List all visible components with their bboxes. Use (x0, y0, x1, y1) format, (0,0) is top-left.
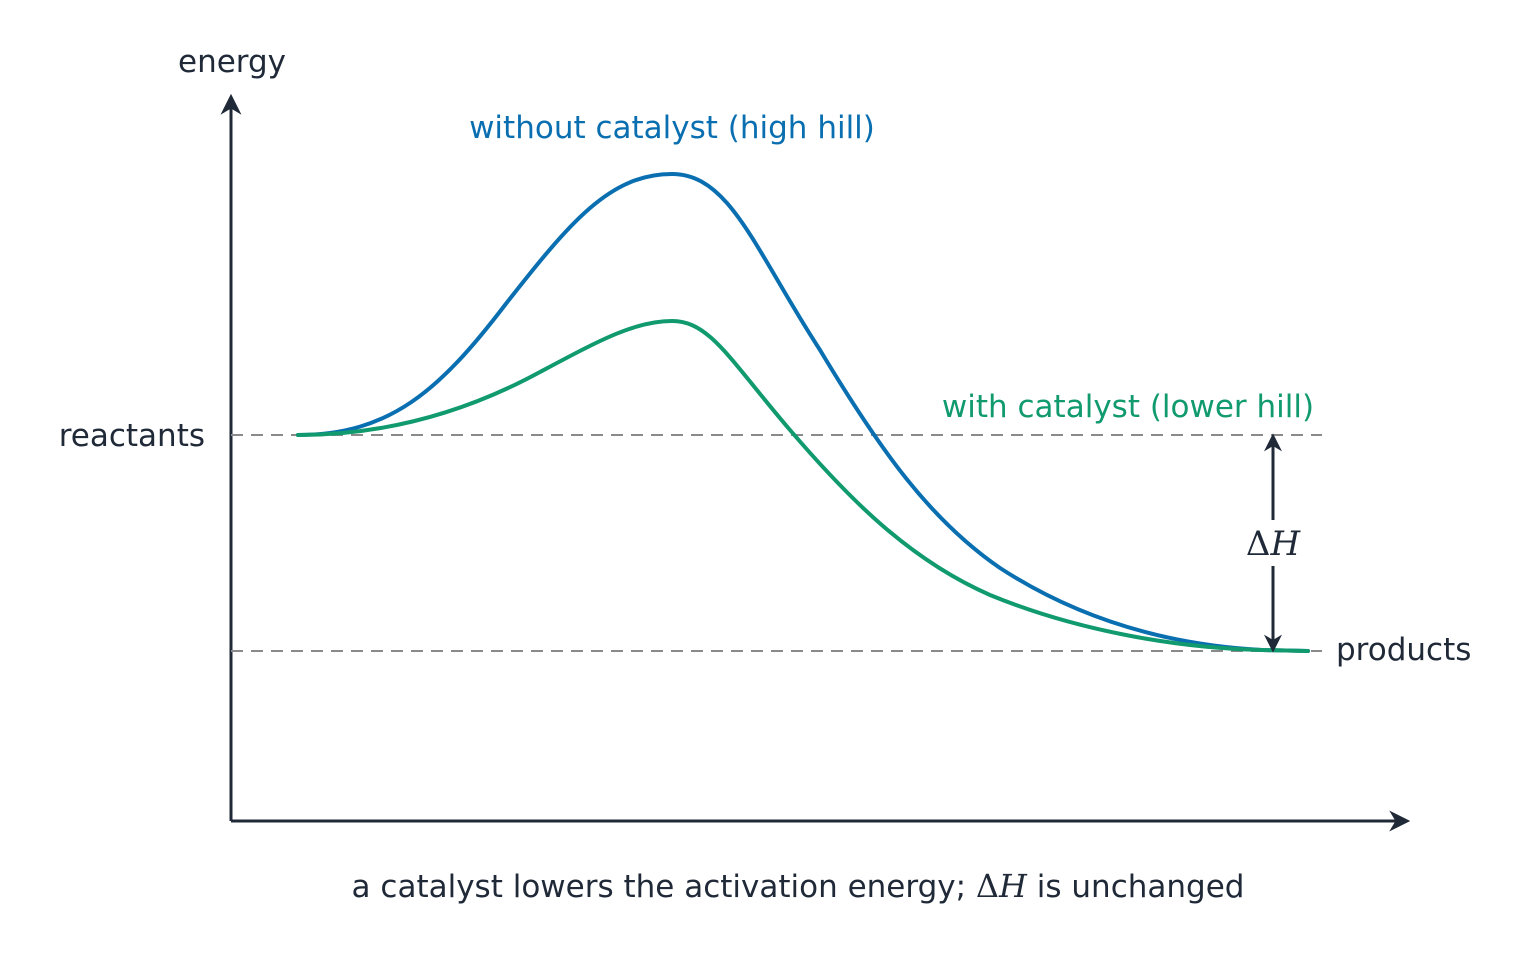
caption-before: a catalyst lowers the activation energy; (352, 869, 976, 905)
y-axis-label: energy (178, 44, 286, 80)
series-line-without-catalyst (296, 172, 1310, 653)
reactants-label: reactants (59, 418, 205, 454)
with-catalyst-label: with catalyst (lower hill) (942, 389, 1314, 425)
caption: a catalyst lowers the activation energy;… (352, 867, 1245, 905)
products-label: products (1336, 632, 1471, 668)
caption-after: is unchanged (1027, 869, 1245, 905)
delta-h-variable: H (1269, 524, 1301, 564)
delta-h-label: ΔH (1246, 524, 1302, 564)
delta-h-symbol: Δ (1246, 524, 1271, 564)
without-catalyst-label: without catalyst (high hill) (469, 110, 875, 146)
series-line-with-catalyst (296, 319, 1310, 653)
caption-delta-symbol: Δ (976, 867, 999, 905)
caption-delta-variable: H (998, 867, 1028, 905)
